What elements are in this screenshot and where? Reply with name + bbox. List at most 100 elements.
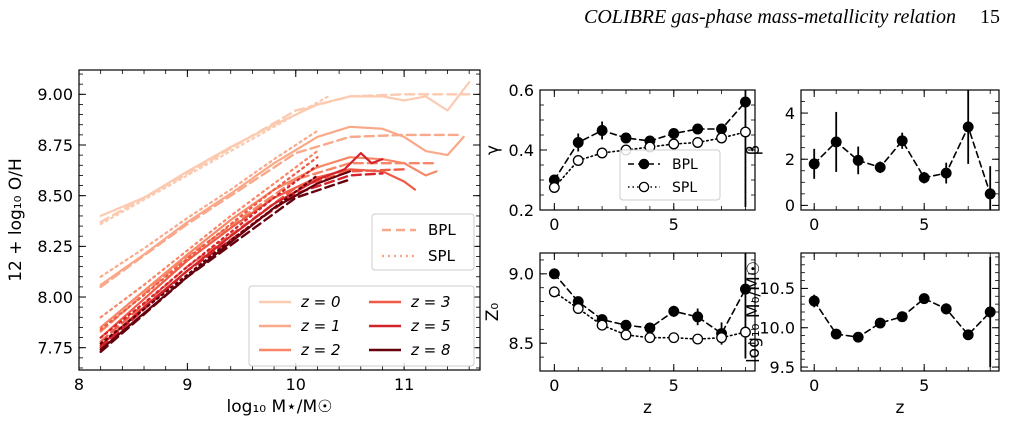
mzr-series-line xyxy=(99,168,417,339)
mzr-legend-label: z = 5 xyxy=(410,317,451,335)
z0-ytick-label: 9.0 xyxy=(509,265,534,284)
beta-bpl-point xyxy=(874,161,886,173)
mzr-series-line xyxy=(99,125,465,286)
gamma-xtick-label: 0 xyxy=(549,215,559,234)
mzr-legend-label: z = 1 xyxy=(300,317,341,335)
mzr-spl-line xyxy=(99,164,319,339)
gamma-spl-point xyxy=(548,182,560,193)
mzr-legend-label: z = 8 xyxy=(410,341,451,359)
m0-ytick-label: 10.0 xyxy=(759,318,795,337)
running-title: COLIBRE gas-phase mass-metallicity relat… xyxy=(584,6,956,28)
gamma-bpl-point xyxy=(716,123,728,135)
beta-bpl-point xyxy=(896,135,908,147)
gamma-spl-point xyxy=(716,132,728,144)
mzr-series-line xyxy=(99,156,438,329)
gamma-legend-label: SPL xyxy=(672,180,697,196)
mzr-spl-line xyxy=(99,156,319,331)
z0-spl-point xyxy=(668,332,680,344)
mzr-style-legend-frame xyxy=(371,213,475,271)
beta-bpl-point xyxy=(852,154,864,166)
z0-plot-frame xyxy=(539,252,756,372)
gamma-spl-point xyxy=(739,126,751,138)
mzr-spl-line xyxy=(99,129,319,278)
m0-bpl-point xyxy=(852,331,864,343)
mzr-ytick-label: 8.50 xyxy=(37,186,73,205)
z0-xtick-label: 0 xyxy=(549,376,559,395)
mzr-spl-line xyxy=(99,174,319,345)
z0-bpl-point xyxy=(620,319,632,331)
mzr-plot-frame xyxy=(78,69,481,371)
beta-ytick-label: 2 xyxy=(785,150,795,169)
mzr-legend-label: z = 0 xyxy=(300,293,341,311)
z0-spl-point xyxy=(596,319,608,331)
gamma-bpl-point xyxy=(692,123,704,135)
gamma-legend-label: BPL xyxy=(672,157,698,173)
mzr-xlabel: log₁₀ M⋆/M☉ xyxy=(227,397,333,417)
z0-xlabel: z xyxy=(643,398,652,418)
m0-bpl-point xyxy=(830,328,842,340)
gamma-spl-point xyxy=(692,137,704,148)
m0-ytick-label: 10.5 xyxy=(759,279,795,298)
mzr-legend-spl-label: SPL xyxy=(428,247,456,265)
page-header: COLIBRE gas-phase mass-metallicity relat… xyxy=(0,0,1014,40)
mzr-ytick-label: 8.00 xyxy=(37,288,73,307)
m0-bpl-point xyxy=(962,329,974,341)
beta-ylabel: β xyxy=(744,145,764,156)
m0-ylabel: log₁₀ M₀/M☉ xyxy=(744,261,764,363)
mzr-ytick-label: 9.00 xyxy=(37,85,73,104)
beta-bpl-point xyxy=(918,172,930,184)
z0-ytick-label: 8.5 xyxy=(509,334,534,353)
z0-spl-point xyxy=(620,329,632,341)
beta-xtick-label: 5 xyxy=(919,215,929,234)
gamma-bpl-point xyxy=(620,132,632,144)
beta-xtick-label: 0 xyxy=(809,215,819,234)
m0-bpl-point xyxy=(918,293,930,305)
gamma-ytick-label: 0.6 xyxy=(509,81,534,100)
m0-bpl-point xyxy=(874,317,886,329)
z0-spl-point xyxy=(548,286,560,298)
gamma-spl-point xyxy=(668,138,680,150)
mzr-ylabel: 12 + log₁₀ O/H xyxy=(6,158,26,282)
z0-spl-point xyxy=(692,333,704,345)
gamma-ytick-label: 0.2 xyxy=(509,201,534,220)
mzr-legend-label: z = 2 xyxy=(300,341,341,359)
mzr-series-line xyxy=(99,81,471,217)
z0-spl-point xyxy=(739,326,751,338)
page-number: 15 xyxy=(980,6,1000,28)
beta-bpl-point xyxy=(940,167,952,179)
m0-bpl-point xyxy=(984,306,996,318)
beta-ytick-label: 4 xyxy=(785,104,795,123)
mzr-bpl-line xyxy=(99,161,438,333)
mzr-ytick-label: 8.25 xyxy=(37,237,73,256)
z0-ylabel: Z₀ xyxy=(483,303,503,322)
z0-spl-point xyxy=(716,332,728,344)
m0-bpl-point xyxy=(808,295,820,307)
mzr-xtick-label: 9 xyxy=(182,375,192,394)
gamma-bpl-point xyxy=(572,137,584,148)
gamma-legend-marker xyxy=(638,158,650,170)
mzr-legend-label: z = 3 xyxy=(410,293,451,311)
beta-bpl-point xyxy=(962,121,974,133)
beta-bpl-point xyxy=(808,158,820,170)
gamma-legend-marker xyxy=(638,181,650,193)
m0-ytick-label: 9.5 xyxy=(770,358,795,377)
gamma-xtick-label: 5 xyxy=(669,215,679,234)
mzr-xtick-label: 8 xyxy=(74,375,84,394)
z0-bpl-point xyxy=(644,322,656,334)
mzr-series-line xyxy=(99,170,351,351)
mzr-redshift-legend-frame xyxy=(248,285,475,367)
z0-bpl-point xyxy=(692,311,704,323)
m0-xtick-label: 0 xyxy=(809,376,819,395)
beta-bpl-line xyxy=(813,126,992,195)
gamma-spl-point xyxy=(572,155,584,166)
mzr-spl-line xyxy=(99,150,319,319)
z0-spl-point xyxy=(572,303,584,314)
mzr-xtick-label: 11 xyxy=(394,375,414,394)
gamma-spl-point xyxy=(596,147,608,159)
z0-spl-point xyxy=(644,332,656,344)
gamma-ytick-label: 0.4 xyxy=(509,141,534,160)
mzr-bpl-line xyxy=(99,133,460,289)
z0-bpl-point xyxy=(739,283,751,295)
gamma-bpl-point xyxy=(596,125,608,136)
